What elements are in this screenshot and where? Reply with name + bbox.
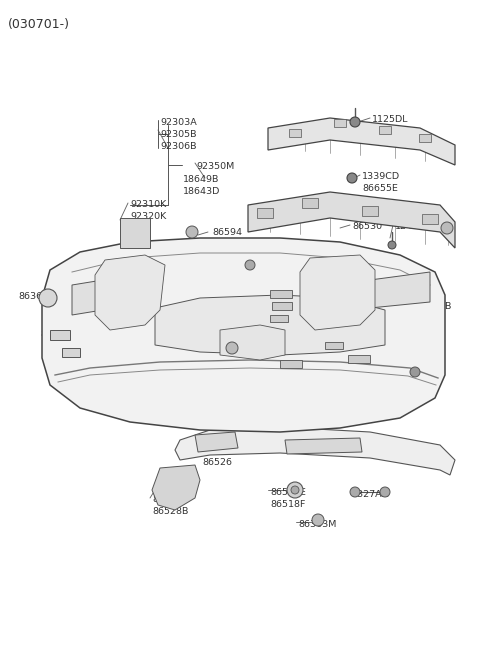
- Text: 86527C: 86527C: [152, 495, 189, 504]
- Text: 86363M: 86363M: [298, 520, 336, 529]
- Bar: [302, 198, 318, 208]
- Text: 86363M: 86363M: [18, 292, 56, 301]
- Text: 1125DL: 1125DL: [372, 115, 408, 124]
- Polygon shape: [72, 278, 115, 315]
- Bar: [270, 315, 288, 322]
- Text: 86691: 86691: [243, 340, 273, 349]
- Bar: [289, 129, 301, 137]
- Circle shape: [410, 367, 420, 377]
- Text: 92310K: 92310K: [130, 200, 166, 209]
- Text: 18649B: 18649B: [183, 175, 219, 184]
- Circle shape: [287, 482, 303, 498]
- Text: (030701-): (030701-): [8, 18, 70, 31]
- Bar: [257, 208, 273, 218]
- Bar: [348, 355, 370, 363]
- Polygon shape: [42, 238, 445, 432]
- Text: 86526: 86526: [202, 458, 232, 467]
- Text: 86517H: 86517H: [298, 363, 335, 372]
- Text: 1339CD: 1339CD: [362, 172, 400, 181]
- Text: 86514: 86514: [40, 330, 70, 339]
- Text: 1327AA: 1327AA: [352, 490, 389, 499]
- Bar: [379, 126, 391, 134]
- Polygon shape: [370, 272, 430, 308]
- Circle shape: [350, 487, 360, 497]
- Polygon shape: [248, 192, 455, 248]
- Text: 92350M: 92350M: [196, 162, 234, 171]
- Text: 92320K: 92320K: [130, 212, 166, 221]
- Text: 86510B: 86510B: [408, 353, 444, 362]
- Polygon shape: [152, 465, 200, 510]
- Text: 86520B: 86520B: [415, 302, 451, 311]
- Bar: [280, 360, 302, 368]
- Bar: [334, 119, 346, 127]
- Bar: [270, 290, 292, 298]
- Bar: [419, 134, 431, 142]
- Circle shape: [39, 289, 57, 307]
- Circle shape: [441, 222, 453, 234]
- Text: 86517E: 86517E: [270, 488, 306, 497]
- Polygon shape: [285, 438, 362, 454]
- Text: 1249NE: 1249NE: [375, 388, 412, 397]
- Text: 1416LK: 1416LK: [208, 240, 243, 249]
- Text: 86518H: 86518H: [295, 318, 332, 327]
- Polygon shape: [95, 255, 165, 330]
- Polygon shape: [120, 218, 150, 248]
- Text: 92305B: 92305B: [160, 130, 196, 139]
- Text: 86518F: 86518F: [270, 500, 305, 509]
- Circle shape: [186, 226, 198, 238]
- Polygon shape: [155, 295, 385, 355]
- Circle shape: [347, 173, 357, 183]
- Text: 1244BH: 1244BH: [260, 262, 298, 271]
- Text: 86513: 86513: [310, 445, 340, 454]
- Circle shape: [312, 514, 324, 526]
- Bar: [272, 302, 292, 310]
- Polygon shape: [268, 118, 455, 165]
- Text: 86655E: 86655E: [362, 184, 398, 193]
- Circle shape: [388, 241, 396, 249]
- Text: 1491JD: 1491JD: [410, 370, 444, 379]
- Text: 86593A: 86593A: [350, 353, 386, 362]
- Bar: [362, 206, 378, 216]
- Text: 86558: 86558: [50, 345, 80, 354]
- Text: 86528B: 86528B: [152, 507, 188, 516]
- Circle shape: [291, 486, 299, 494]
- Text: 92303A: 92303A: [160, 118, 197, 127]
- Text: 86515F: 86515F: [298, 293, 334, 302]
- Text: 18643D: 18643D: [183, 187, 220, 196]
- Text: 86516A: 86516A: [298, 305, 335, 314]
- Bar: [422, 214, 438, 224]
- Polygon shape: [220, 325, 285, 360]
- Polygon shape: [195, 432, 238, 452]
- Text: 86594: 86594: [212, 228, 242, 237]
- Circle shape: [380, 487, 390, 497]
- Text: 86525: 86525: [202, 445, 232, 454]
- Text: 1244BJ: 1244BJ: [260, 274, 293, 283]
- Bar: [325, 342, 343, 349]
- Bar: [50, 330, 70, 340]
- Bar: [62, 348, 80, 357]
- Text: 1125AD: 1125AD: [328, 340, 366, 349]
- Polygon shape: [175, 427, 455, 475]
- Circle shape: [350, 117, 360, 127]
- Text: 1327AA: 1327AA: [65, 262, 102, 271]
- Text: 1249NL: 1249NL: [68, 390, 104, 399]
- Circle shape: [226, 342, 238, 354]
- Text: 92306B: 92306B: [160, 142, 196, 151]
- Text: 1249LG: 1249LG: [395, 222, 432, 231]
- Polygon shape: [300, 255, 375, 330]
- Circle shape: [245, 260, 255, 270]
- Text: 86530: 86530: [352, 222, 382, 231]
